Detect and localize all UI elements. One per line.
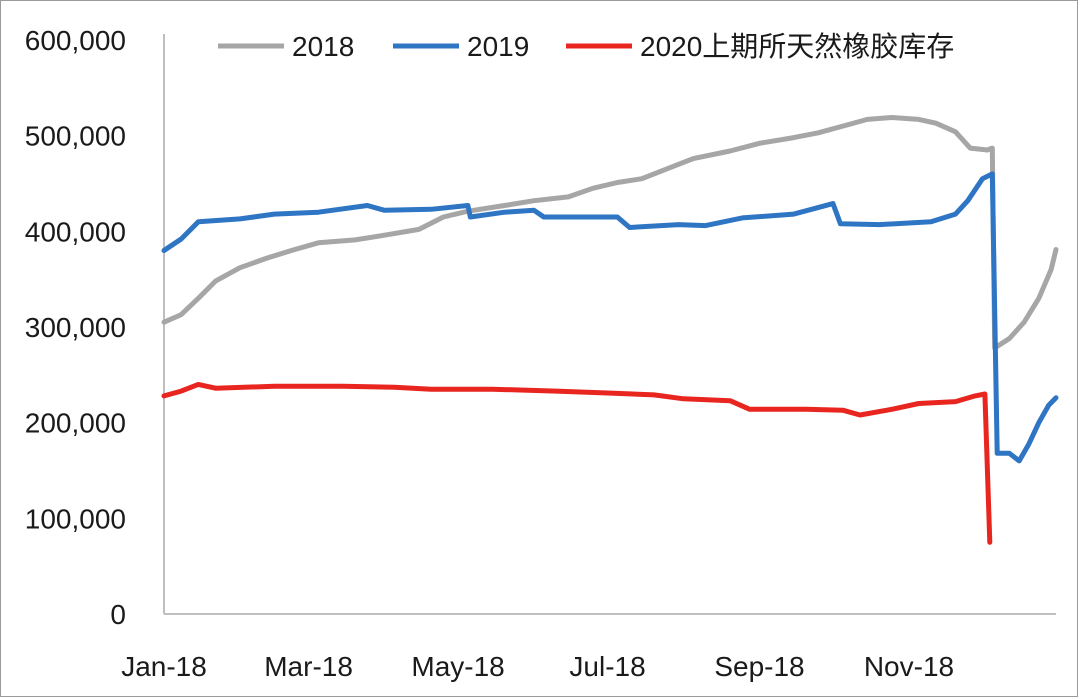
y-tick-label: 600,000 xyxy=(25,25,126,56)
x-tick-label: Jul-18 xyxy=(569,651,645,682)
series-line-1 xyxy=(161,115,1059,351)
legend-label-3: 2020上期所天然橡胶库存 xyxy=(640,31,954,62)
x-tick-label: Nov-18 xyxy=(864,651,954,682)
legend-label-2: 2019 xyxy=(467,31,529,62)
x-tick-label: Jan-18 xyxy=(121,651,207,682)
y-tick-label: 500,000 xyxy=(25,121,126,152)
y-tick-label: 300,000 xyxy=(25,312,126,343)
y-tick-label: 400,000 xyxy=(25,216,126,247)
y-tick-label: 100,000 xyxy=(25,503,126,534)
series-line-2 xyxy=(161,171,1059,464)
y-tick-labels: 0 100,000 200,000 300,000 400,000 500,000 600,… xyxy=(25,25,126,630)
series-lines xyxy=(161,115,1059,545)
legend: 2018 2019 2020上期所天然橡胶库存 xyxy=(218,31,954,62)
x-tick-labels: Jan-18 Mar-18 May-18 Jul-18 Sep-18 Nov-18 xyxy=(121,651,954,682)
x-tick-label: May-18 xyxy=(411,651,504,682)
x-tick-label: Sep-18 xyxy=(714,651,804,682)
y-tick-label: 200,000 xyxy=(25,408,126,439)
y-tick-label: 0 xyxy=(110,599,126,630)
series-line-3 xyxy=(161,381,993,545)
x-tick-label: Mar-18 xyxy=(264,651,353,682)
legend-label-1: 2018 xyxy=(292,31,354,62)
